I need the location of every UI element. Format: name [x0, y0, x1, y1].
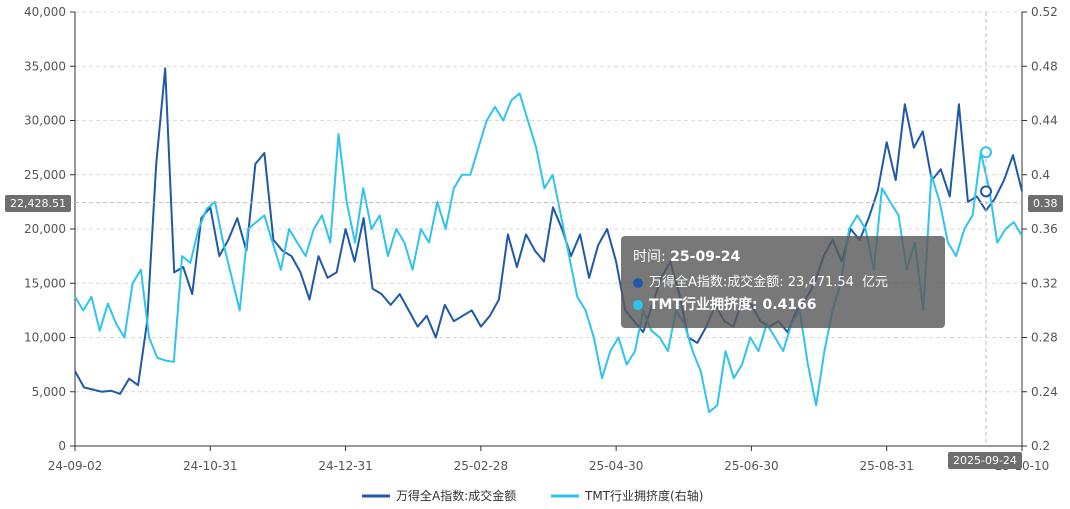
crosshair-x-value: 2025-09-24	[948, 452, 1022, 469]
tooltip-time-value: 25-09-24	[670, 249, 741, 265]
right-tick-label: 0.24	[1031, 385, 1058, 399]
tooltip-dot-2	[633, 300, 643, 310]
tooltip-row-2: TMT行业拥挤度: 0.4166	[633, 294, 933, 316]
left-tick-label: 35,000	[24, 59, 66, 73]
x-tick-label: 25-04-30	[589, 459, 643, 473]
tooltip-title: 时间: 25-09-24	[633, 246, 933, 266]
left-tick-label: 15,000	[24, 276, 66, 290]
legend-label-series-1[interactable]: 万得全A指数:成交金额	[396, 488, 516, 503]
right-tick-label: 0.32	[1031, 276, 1058, 290]
crosshair-right-value: 0.38	[1028, 195, 1063, 212]
right-tick-label: 0.2	[1031, 439, 1050, 453]
legend-label-series-2[interactable]: TMT行业拥挤度(右轴)	[584, 488, 703, 503]
tooltip: 时间: 25-09-24 万得全A指数:成交金额: 23,471.54 亿元 T…	[621, 236, 945, 328]
crosshair-left-value: 22,428.51	[5, 195, 71, 212]
right-tick-label: 0.28	[1031, 331, 1058, 345]
tooltip-time-label: 时间:	[633, 249, 666, 265]
right-tick-label: 0.48	[1031, 59, 1058, 73]
tooltip-row-1-unit: 亿元	[861, 275, 888, 290]
right-tick-label: 0.44	[1031, 114, 1058, 128]
legend[interactable]: 万得全A指数:成交金额 TMT行业拥挤度(右轴)	[362, 488, 703, 503]
right-tick-label: 0.52	[1031, 5, 1058, 19]
crosshair	[75, 12, 1022, 446]
tooltip-dot-1	[633, 278, 643, 288]
tooltip-row-1: 万得全A指数:成交金额: 23,471.54 亿元	[633, 272, 933, 294]
series-lines	[74, 67, 1023, 414]
tooltip-row-1-label: 万得全A指数:成交金额: 23,471.54	[649, 275, 854, 290]
series-line-2	[74, 92, 1023, 414]
series-1-point-highlight	[980, 185, 992, 198]
x-axis: 24-09-02 24-10-31 24-12-31 25-02-28 25-04-30…	[48, 445, 1049, 473]
left-tick-label: 10,000	[24, 331, 66, 345]
x-tick-label: 24-09-02	[48, 459, 102, 473]
left-tick-label: 40,000	[24, 5, 66, 19]
tooltip-row-2-label: TMT行业拥挤度: 0.4166	[649, 297, 817, 313]
left-tick-label: 5,000	[32, 385, 66, 399]
series-line-1	[74, 67, 1023, 395]
left-tick-label: 20,000	[24, 222, 66, 236]
left-tick-label: 30,000	[24, 114, 66, 128]
left-tick-label: 0	[58, 439, 66, 453]
x-tick-label: 24-12-31	[318, 459, 372, 473]
right-tick-label: 0.36	[1031, 222, 1058, 236]
right-tick-label: 0.4	[1031, 168, 1050, 182]
x-tick-label: 25-08-31	[859, 459, 913, 473]
left-tick-label: 25,000	[24, 168, 66, 182]
left-axis: 0 5,000 10,000 15,000 20,000 25,000 30,000 35,0…	[24, 5, 76, 453]
x-tick-label: 24-10-31	[183, 459, 237, 473]
x-tick-label: 25-06-30	[724, 459, 778, 473]
right-axis: 0.2 0.24 0.28 0.32 0.36 0.4 0.44 0.48 0.52	[1021, 5, 1058, 453]
series-2-point-highlight	[980, 146, 992, 159]
x-tick-label: 25-02-28	[454, 459, 508, 473]
